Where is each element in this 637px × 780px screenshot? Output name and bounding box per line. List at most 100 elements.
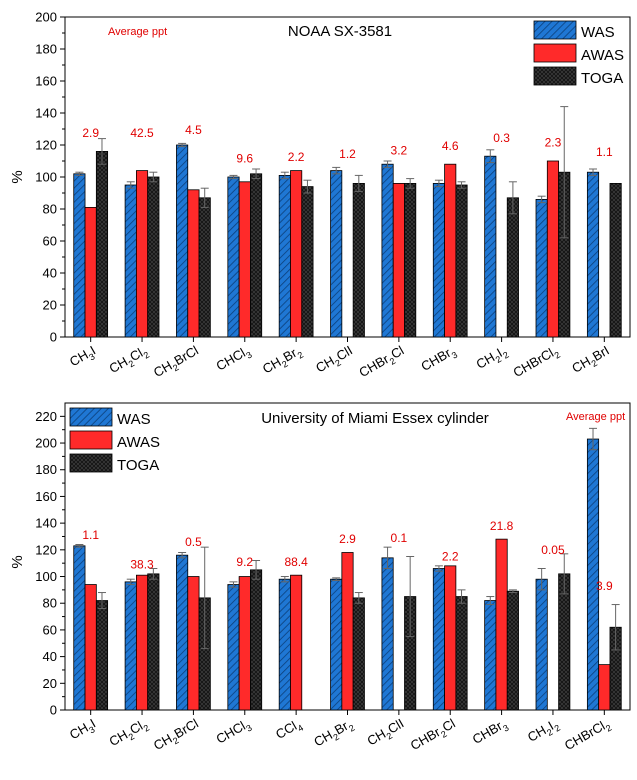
chart-miami: University of Miami Essex cylinder Avera… (9, 402, 631, 756)
average-ppt-value: 4.5 (185, 123, 202, 137)
x-tick-label: CH2I2 (525, 716, 562, 748)
bar-was (535, 198, 548, 338)
bar-awas (84, 206, 97, 338)
bar-toga (147, 176, 160, 338)
bar-toga (506, 590, 519, 711)
y-tick-label: 180 (35, 462, 57, 477)
x-tick-label: CHBr2Cl (408, 716, 460, 756)
bar-awas (135, 574, 149, 711)
legend-swatch-toga (69, 453, 113, 473)
bar-toga (352, 597, 365, 711)
y-tick-label: 60 (43, 622, 57, 637)
average-ppt-value: 1.2 (339, 147, 356, 161)
average-ppt-value: 0.1 (391, 531, 408, 545)
average-ppt-value: 2.2 (442, 550, 459, 564)
bar-awas (444, 565, 457, 711)
y-tick-label: 20 (43, 298, 57, 313)
bar-was (330, 170, 343, 338)
legend-swatch-was (533, 20, 577, 40)
average-ppt-value: 2.3 (545, 136, 562, 150)
bar-toga (95, 600, 109, 711)
bar-was (586, 438, 600, 711)
bar-was (535, 578, 548, 711)
chart-title: NOAA SX-3581 (288, 23, 392, 40)
average-ppt-value: 0.05 (541, 543, 565, 557)
chart-noaa: NOAA SX-3581 Average ppt % 0 20 40 60 80 100 1… (9, 10, 631, 383)
y-tick-label: 220 (35, 409, 57, 424)
bar-awas (290, 574, 303, 711)
legend-swatch-was (69, 407, 113, 427)
bar-was (278, 578, 291, 711)
bar-toga (250, 569, 263, 711)
average-ppt-value: 1.1 (596, 145, 613, 159)
average-ppt-value: 2.9 (82, 126, 99, 140)
legend: WAS AWAS TOGA (69, 407, 160, 474)
bar-awas (290, 170, 303, 338)
average-ppt-value: 2.9 (339, 532, 356, 546)
y-tick-label: 40 (43, 266, 57, 281)
average-ppt-label: Average ppt (566, 411, 625, 423)
average-ppt-value: 3.9 (596, 579, 613, 593)
legend-label-was: WAS (581, 24, 615, 41)
bar-awas (187, 576, 200, 711)
bar-was (124, 581, 137, 711)
y-tick-label: 0 (50, 330, 57, 345)
bar-was (484, 600, 497, 711)
bar-was (381, 557, 394, 711)
bar-awas (495, 538, 508, 711)
bar-was (124, 184, 137, 338)
x-tick-label: CHCl3 (214, 716, 254, 750)
legend-swatch-toga (533, 66, 577, 86)
bar-was (484, 155, 497, 338)
bar-was (381, 163, 394, 338)
bar-awas (392, 182, 405, 338)
y-tick-label: 200 (35, 436, 57, 451)
x-tick-label: CH2Br2 (311, 716, 356, 752)
y-tick-label: 140 (35, 516, 57, 531)
y-tick-label: 0 (50, 703, 57, 718)
x-tick-label: CH2BrCl (151, 716, 203, 756)
x-tick-label: CH2ClI (313, 343, 356, 378)
average-ppt-value: 0.5 (185, 535, 202, 549)
y-tick-label: 160 (35, 74, 57, 89)
y-tick-label: 160 (35, 489, 57, 504)
bar-was (176, 554, 189, 711)
bar-toga (301, 186, 314, 338)
x-tick-label: CHBrCl2 (562, 716, 614, 756)
x-tick-label: CH3I (67, 343, 100, 372)
x-tick-label: CH2Br2 (260, 343, 305, 379)
bar-toga (404, 182, 417, 338)
legend-label-toga: TOGA (581, 70, 623, 87)
x-tick-label: CH2Cl2 (106, 716, 151, 752)
average-ppt-value: 9.6 (236, 152, 253, 166)
bar-toga (609, 182, 622, 338)
bar-awas (238, 181, 251, 338)
x-tick-label: CH2I2 (473, 343, 510, 375)
legend-label-was: WAS (117, 411, 151, 428)
x-tick-label: CH2BrI (569, 343, 613, 379)
average-ppt-value: 88.4 (284, 555, 308, 569)
bar-awas (444, 163, 457, 338)
bar-was (432, 182, 445, 338)
y-tick-label: 80 (43, 202, 57, 217)
legend-swatch-awas (69, 430, 113, 450)
x-tick-label: CHCl3 (214, 343, 254, 377)
bar-awas (135, 170, 149, 338)
x-tick-label: CH3I (67, 716, 100, 745)
y-tick-label: 120 (35, 138, 57, 153)
y-tick-label: 100 (35, 170, 57, 185)
bar-awas (341, 552, 354, 711)
x-tick-label: CH2BrCl (151, 343, 203, 383)
bar-was (176, 144, 189, 338)
bar-awas (187, 189, 200, 338)
bar-toga (95, 150, 109, 338)
bar-was (227, 176, 240, 338)
bar-toga (198, 197, 211, 338)
bar-toga (250, 173, 263, 338)
bar-awas (598, 664, 611, 711)
bar-was (73, 173, 86, 338)
x-tick-label: CHBr2Cl (356, 343, 408, 383)
bar-was (586, 171, 600, 338)
average-ppt-value: 3.2 (391, 144, 408, 158)
bar-was (330, 578, 343, 711)
